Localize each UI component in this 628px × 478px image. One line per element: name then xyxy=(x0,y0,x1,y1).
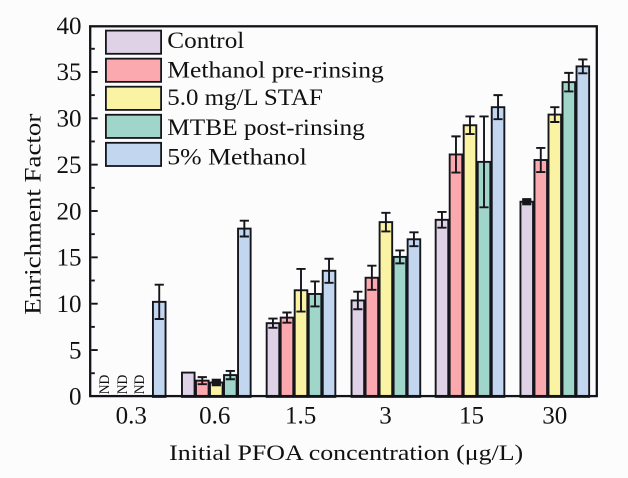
svg-text:1.5: 1.5 xyxy=(285,402,316,429)
svg-text:MTBE post-rinsing: MTBE post-rinsing xyxy=(167,115,365,141)
svg-text:0: 0 xyxy=(69,384,82,411)
svg-text:5% Methanol: 5% Methanol xyxy=(167,145,307,171)
svg-text:Methanol pre-rinsing: Methanol pre-rinsing xyxy=(167,57,384,83)
svg-text:25: 25 xyxy=(57,152,82,179)
svg-text:5.0 mg/L STAF: 5.0 mg/L STAF xyxy=(167,85,323,111)
svg-text:35: 35 xyxy=(57,59,82,86)
svg-text:20: 20 xyxy=(57,198,82,225)
svg-text:40: 40 xyxy=(57,13,82,40)
svg-text:Initial PFOA concentration (μg: Initial PFOA concentration (μg/L) xyxy=(169,440,523,465)
svg-text:0.3: 0.3 xyxy=(116,402,147,429)
svg-text:ND: ND xyxy=(114,375,131,395)
svg-text:15: 15 xyxy=(57,245,82,272)
svg-text:30: 30 xyxy=(542,402,567,429)
svg-text:10: 10 xyxy=(57,291,82,318)
svg-text:15: 15 xyxy=(459,402,484,429)
svg-text:ND: ND xyxy=(131,375,148,395)
svg-text:Control: Control xyxy=(167,28,245,54)
svg-text:5: 5 xyxy=(69,337,82,364)
svg-text:ND: ND xyxy=(96,375,113,395)
svg-text:Enrichment Factor: Enrichment Factor xyxy=(21,113,46,314)
svg-text:0.6: 0.6 xyxy=(199,402,230,429)
svg-text:3: 3 xyxy=(379,402,392,429)
svg-text:30: 30 xyxy=(57,106,82,133)
